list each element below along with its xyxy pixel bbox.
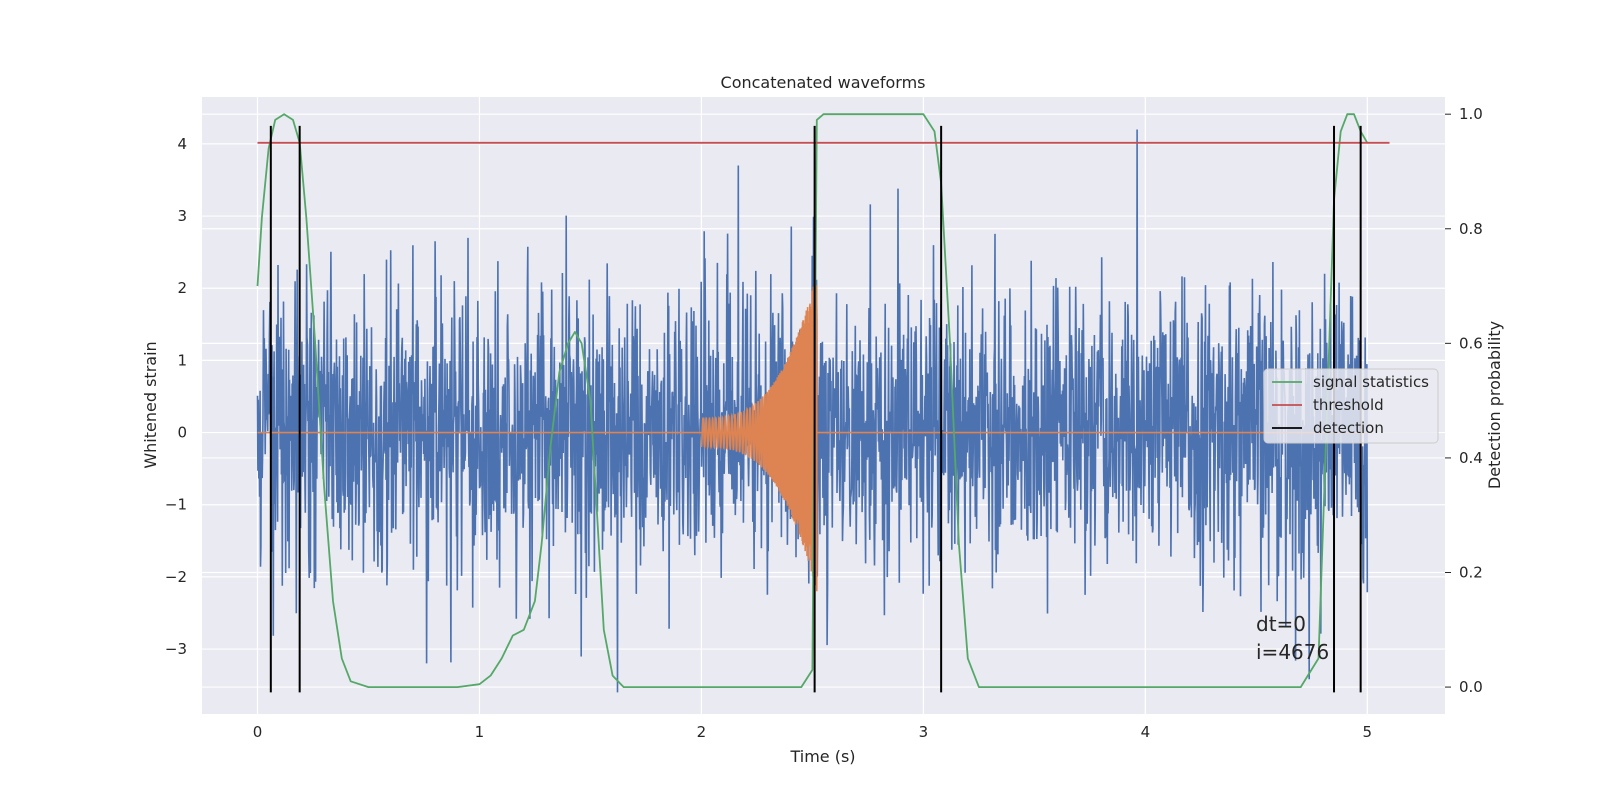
y-tick-label: −2 <box>165 568 187 586</box>
y2-tick-label: 0.6 <box>1459 334 1483 352</box>
annotation-dt: dt=0 <box>1256 612 1306 636</box>
y-tick-label: −1 <box>165 496 187 514</box>
ticks: 0 1 2 3 4 5 −3 −2 −1 0 1 2 3 4 0.0 0.2 0.4 0.6 0.8 1.0 <box>165 105 1483 741</box>
legend: signal statistics threshold detection <box>1263 368 1439 444</box>
y2-tick-label: 0.4 <box>1459 449 1483 467</box>
y2-tick-label: 0.0 <box>1459 678 1483 696</box>
x-tick-label: 1 <box>475 723 485 741</box>
y2-axis-title: Detection probability <box>1485 321 1504 489</box>
x-tick-label: 0 <box>253 723 263 741</box>
legend-detection-label: detection <box>1313 419 1384 437</box>
y2-tick-label: 0.8 <box>1459 220 1483 238</box>
legend-signal-statistics-label: signal statistics <box>1313 373 1429 391</box>
legend-threshold-label: threshold <box>1313 396 1384 414</box>
signal-statistics-series <box>256 113 1369 688</box>
y-tick-label: 2 <box>177 279 187 297</box>
y-tick-label: 3 <box>177 207 187 225</box>
chirp-series <box>257 284 1368 592</box>
signal-statistics-line <box>256 113 1369 688</box>
x-axis-title: Time (s) <box>789 747 855 766</box>
chirp-line <box>700 284 818 592</box>
y-tick-label: 0 <box>177 424 187 442</box>
chart-title: Concatenated waveforms <box>721 73 926 92</box>
x-tick-label: 5 <box>1363 723 1373 741</box>
y-axis-title: Whitened strain <box>141 341 160 468</box>
x-tick-label: 4 <box>1141 723 1151 741</box>
y-tick-label: −3 <box>165 640 187 658</box>
y2-tick-label: 1.0 <box>1459 105 1483 123</box>
legend-box <box>1263 368 1439 444</box>
x-tick-label: 3 <box>919 723 929 741</box>
y-tick-label: 4 <box>177 135 187 153</box>
x-tick-label: 2 <box>697 723 707 741</box>
y-tick-label: 1 <box>177 351 187 369</box>
y2-tick-label: 0.2 <box>1459 563 1483 581</box>
annotation-i: i=4676 <box>1256 640 1329 664</box>
